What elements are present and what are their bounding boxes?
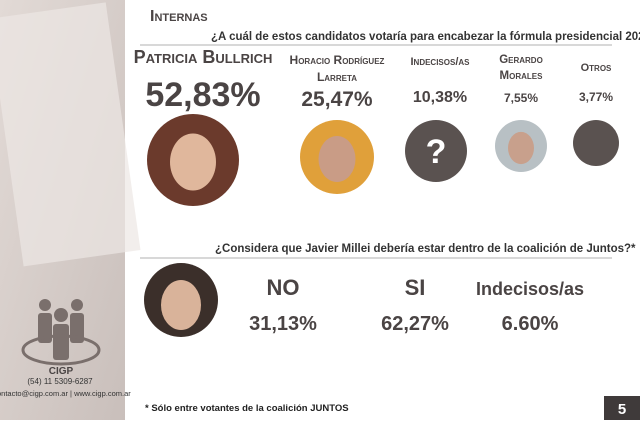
answer-result: 31,13% [249,313,317,335]
candidate-face [170,133,216,191]
candidate-name: Patricia Bullrich [134,47,273,67]
contact: contacto@cigp.com.ar | www.cigp.com.ar [0,389,131,398]
answers: NO 31,13% SI 62,27% Indecisos/as 6.60% [249,275,584,335]
answer-result: 6.60% [502,313,559,335]
ballot-box [0,2,141,267]
candidate-result: 7,55% [504,91,538,105]
question: ¿A cuál de estos candidatos votaría para… [211,31,640,43]
candidate-name: Indecisos/as [410,56,470,68]
candidate-result: 25,47% [301,88,373,111]
icon: ? [426,133,447,171]
question: ¿Considera que Javier Millei debería est… [215,243,636,255]
answer-label: NO [267,275,300,300]
candidate-name: Horacio Rodríguez [290,53,385,67]
candidate-face [508,131,534,165]
candidate-name: Morales [500,70,544,82]
page-number-box [604,396,640,420]
answer-label: SI [405,275,426,300]
answer-label: Indecisos/as [476,279,584,299]
candidate-result: 3,77% [579,90,613,104]
candidate-name: Gerardo [499,54,543,66]
answer-result: 62,27% [381,313,449,335]
phone: (54) 11 5309-6287 [27,377,93,386]
candidate-name: Otros [581,62,612,74]
candidates: Patricia Bullrich 52,83% Horacio Rodríguez… [134,47,619,206]
candidate-result: 10,38% [413,89,467,106]
page-number: 5 [618,401,626,418]
candidate-photo [405,120,467,182]
title: Internas [150,8,208,25]
logo-text: CIGP [49,366,74,377]
candidate-face [318,136,356,182]
sidebar: CIGP (54) 11 5309-6287 contacto@cigp.com… [0,0,141,420]
candidate-name: Larreta [317,70,357,84]
candidate-result: 52,83% [145,76,260,114]
candidate-photo [573,120,619,166]
footnote: * Sólo entre votantes de la coalición JU… [145,403,349,414]
candidate-face [161,280,201,330]
logo-icon [21,299,101,366]
